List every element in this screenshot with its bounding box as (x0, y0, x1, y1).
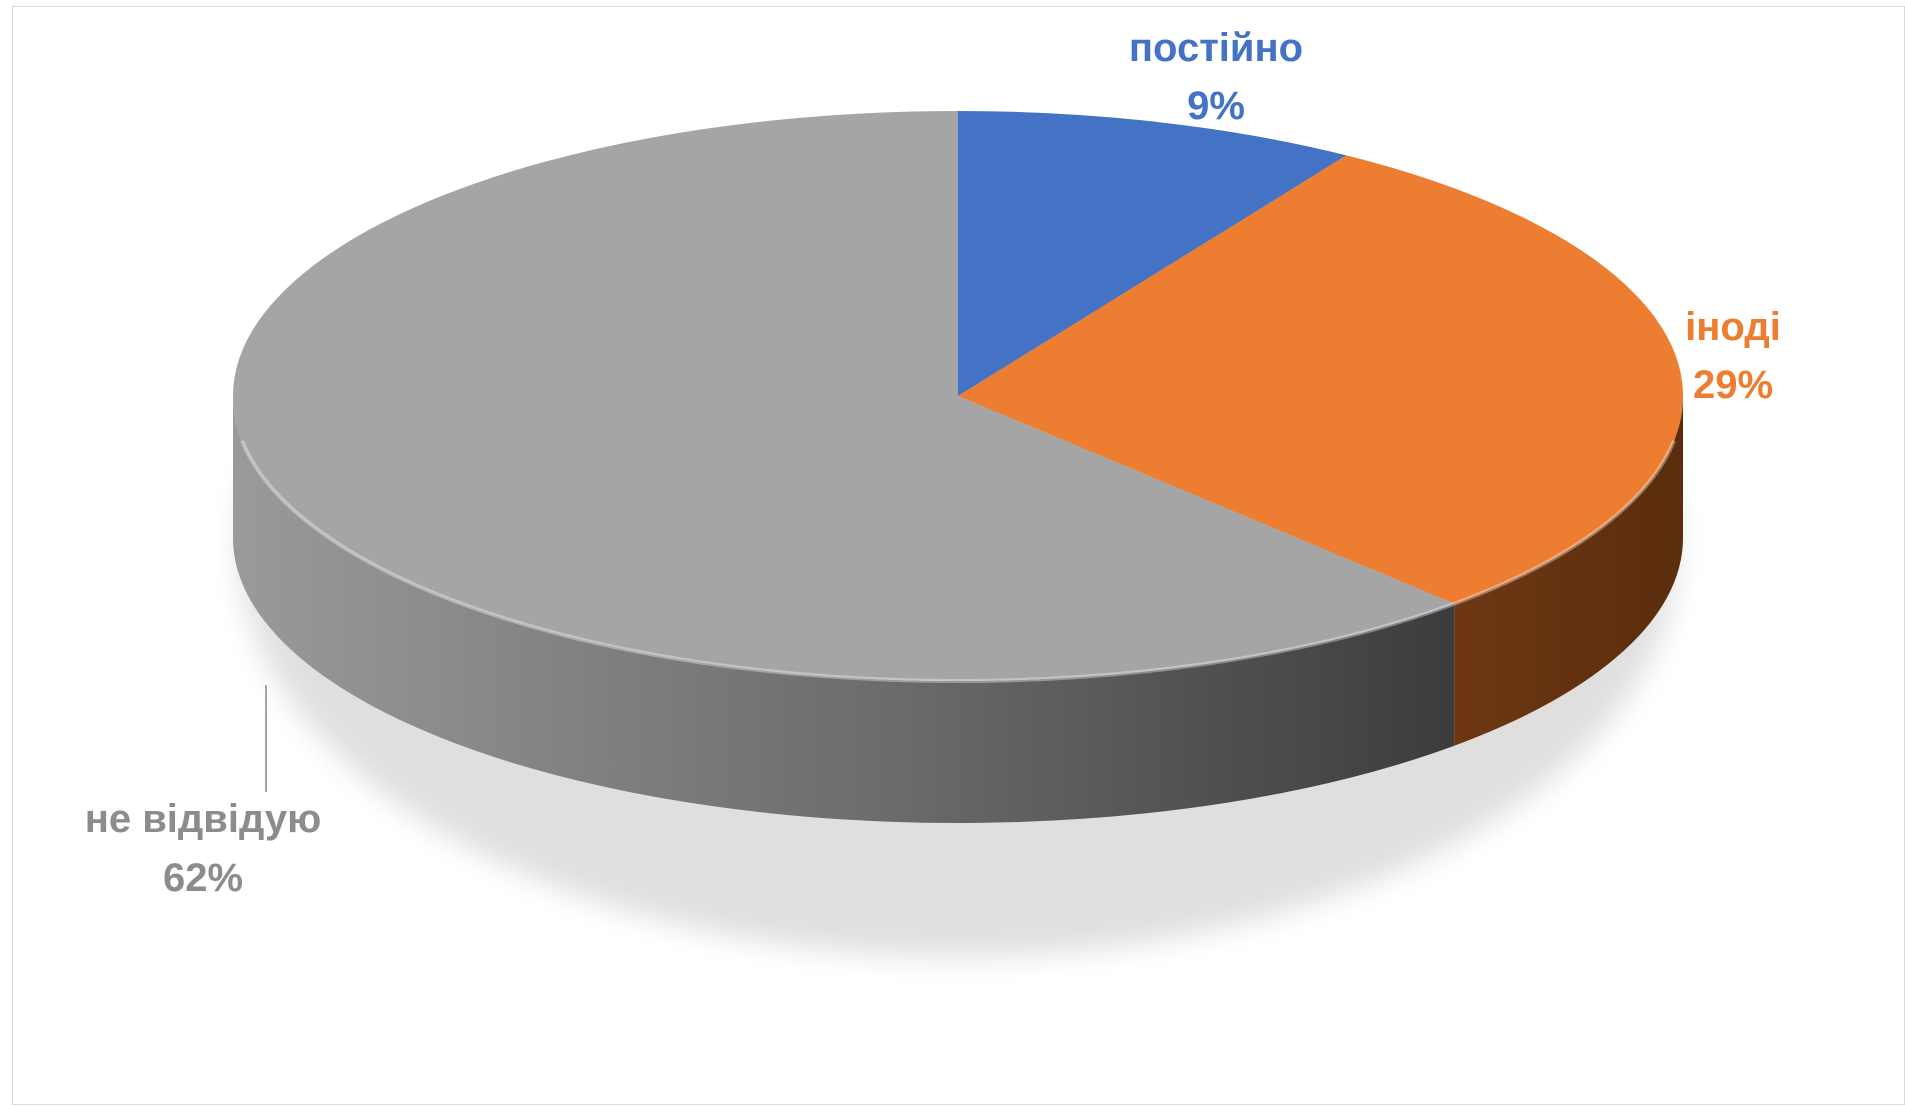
data-label-value-inodi: 29% (1693, 363, 1773, 407)
pie-wall-не-відвідую (233, 396, 1455, 823)
data-label-category-inodi: іноді (1685, 305, 1781, 349)
pie-rim-highlight (240, 439, 1676, 683)
data-label-category-postiyno: постійно (1129, 26, 1303, 70)
data-label-category-ne-vidviduyu: не відвідую (85, 797, 322, 841)
chart-frame: постійно 9% іноді 29% не відвідую 62% (12, 6, 1905, 1105)
pie-wall-іноді (1454, 396, 1683, 746)
pie-top-slices (232, 111, 1683, 683)
pie-slice-не-відвідую[interactable] (232, 111, 1455, 681)
data-label-value-ne-vidviduyu: 62% (163, 856, 243, 900)
pie-side-walls (233, 396, 1683, 823)
data-label-value-postiyno: 9% (1187, 84, 1245, 128)
pie-chart: постійно 9% іноді 29% не відвідую 62% (85, 26, 1781, 957)
pie-slice-іноді[interactable] (958, 155, 1683, 604)
pie-slice-постійно[interactable] (958, 111, 1347, 396)
